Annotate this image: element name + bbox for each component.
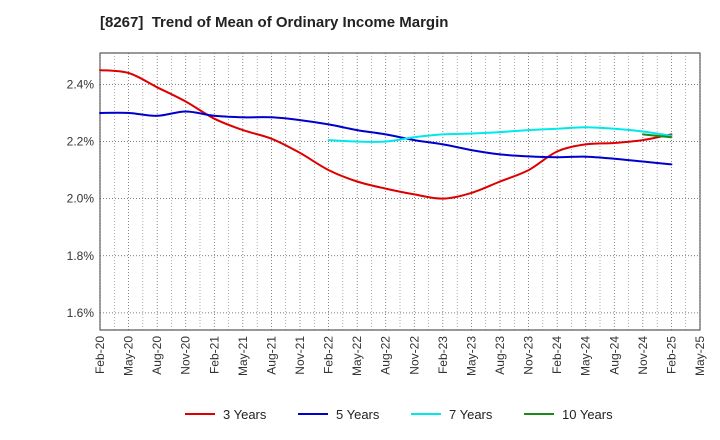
y-tick-label: 2.4% — [67, 77, 95, 91]
x-tick-label: May-25 — [693, 336, 707, 376]
y-tick-label: 2.0% — [67, 192, 95, 206]
x-tick-label: Feb-21 — [207, 336, 221, 374]
y-tick-label: 2.2% — [67, 135, 95, 149]
legend-label: 7 Years — [449, 407, 493, 422]
x-tick-label: Aug-24 — [607, 336, 621, 375]
x-tick-label: Nov-21 — [293, 336, 307, 375]
x-tick-label: May-24 — [579, 336, 593, 376]
x-axis-ticks: Feb-20 May-20 Aug-20 Nov-20 Feb-21 May-21 Aug-… — [93, 336, 707, 376]
x-tick-label: Feb-20 — [93, 336, 107, 374]
series-line-5-years — [99, 110, 673, 166]
legend-label: 10 Years — [562, 407, 613, 422]
x-tick-label: Aug-20 — [150, 336, 164, 375]
x-tick-label: May-20 — [122, 336, 136, 376]
x-tick-label: Aug-23 — [493, 336, 507, 375]
legend-label: 5 Years — [336, 407, 380, 422]
x-tick-label: Nov-22 — [407, 336, 421, 375]
series-lines — [99, 69, 673, 200]
x-tick-label: Feb-25 — [664, 336, 678, 374]
x-tick-label: May-21 — [236, 336, 250, 376]
series-line-3-years — [99, 69, 673, 200]
chart-title: [8267] Trend of Mean of Ordinary Income … — [100, 14, 449, 31]
series-line-7-years — [327, 126, 673, 143]
grid-lines — [99, 53, 701, 330]
legend-label: 3 Years — [223, 407, 267, 422]
x-tick-label: May-23 — [464, 336, 478, 376]
x-tick-label: Feb-23 — [436, 336, 450, 374]
x-tick-label: Feb-24 — [550, 336, 564, 374]
x-tick-label: Nov-23 — [522, 336, 536, 375]
y-axis-ticks: 1.6% 1.8% 2.0% 2.2% 2.4% — [67, 77, 95, 319]
x-tick-label: Feb-22 — [322, 336, 336, 374]
y-tick-label: 1.6% — [67, 306, 95, 320]
legend: 3 Years 5 Years 7 Years 10 Years — [185, 407, 613, 422]
x-tick-label: Nov-24 — [636, 336, 650, 375]
x-tick-label: Aug-21 — [264, 336, 278, 375]
x-tick-label: Nov-20 — [179, 336, 193, 375]
legend-item: 7 Years — [411, 407, 493, 422]
x-tick-label: May-22 — [350, 336, 364, 376]
x-tick-label: Aug-22 — [379, 336, 393, 375]
y-tick-label: 1.8% — [67, 249, 95, 263]
legend-item: 3 Years — [185, 407, 267, 422]
legend-item: 10 Years — [524, 407, 613, 422]
series-line-10-years — [641, 133, 673, 139]
legend-item: 5 Years — [298, 407, 380, 422]
